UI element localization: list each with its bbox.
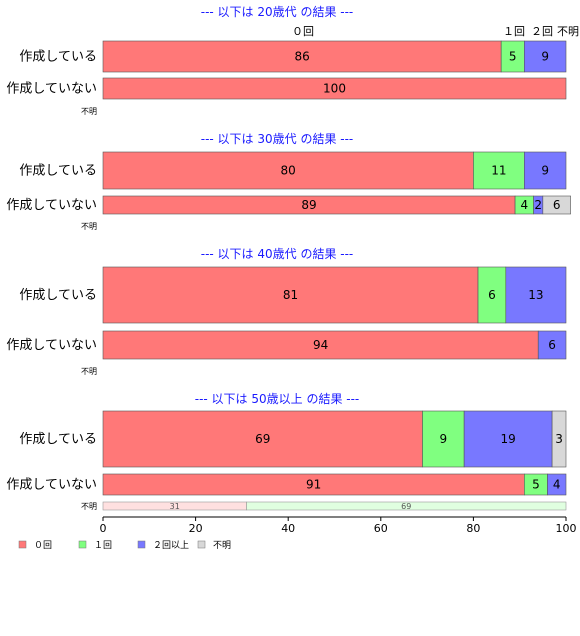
bar-value-0-1-0: 100 bbox=[323, 82, 346, 96]
legend-label-2: ２回以上 bbox=[153, 540, 189, 551]
unknown-value-3-0: 31 bbox=[170, 502, 180, 511]
legend-label-0: ０回 bbox=[34, 540, 52, 551]
bar-value-1-1-3: 6 bbox=[553, 198, 561, 212]
x-tick-label-2: 40 bbox=[281, 522, 295, 535]
panel-title-2: --- 以下は 40歳代 の結果 --- bbox=[201, 247, 354, 261]
bar-segment-3-0-1 bbox=[422, 410, 465, 468]
bar-segment-1-0-1 bbox=[473, 151, 525, 190]
category-header-0: ０回 bbox=[292, 25, 314, 38]
bar-value-2-0-1: 6 bbox=[488, 288, 496, 302]
unknown-label-3: 不明 bbox=[81, 502, 97, 511]
panel-title-1: --- 以下は 30歳代 の結果 --- bbox=[201, 132, 354, 146]
legend-swatch-2 bbox=[137, 540, 146, 549]
bar-value-2-1-0: 94 bbox=[313, 338, 328, 352]
unknown-segment-3-1 bbox=[246, 501, 567, 511]
row-label-0-0: 作成している bbox=[19, 50, 97, 65]
legend-swatch-1 bbox=[78, 540, 87, 549]
bar-value-1-0-1: 11 bbox=[491, 164, 506, 178]
bar-segment-3-0-2 bbox=[463, 410, 553, 468]
legend-swatch-0 bbox=[18, 540, 27, 549]
row-label-1-1: 作成していない bbox=[6, 198, 97, 213]
panel-title-0: --- 以下は 20歳代 の結果 --- bbox=[201, 5, 354, 19]
category-header-2: ２回 bbox=[531, 25, 553, 38]
bar-value-0-0-2: 9 bbox=[541, 50, 549, 64]
bar-value-1-0-2: 9 bbox=[541, 164, 549, 178]
bar-value-3-0-0: 69 bbox=[255, 432, 270, 446]
unknown-label-1: 不明 bbox=[81, 222, 97, 231]
x-tick-label-3: 60 bbox=[374, 522, 388, 535]
bar-segment-3-0-3 bbox=[551, 410, 567, 468]
bar-segment-2-0-0 bbox=[102, 266, 479, 324]
bar-value-3-1-0: 91 bbox=[306, 478, 321, 492]
x-tick-label-0: 0 bbox=[100, 522, 107, 535]
bar-segment-2-1-0 bbox=[102, 330, 539, 360]
row-label-1-0: 作成している bbox=[19, 164, 97, 179]
bar-value-1-1-1: 4 bbox=[521, 198, 529, 212]
row-label-3-0: 作成している bbox=[19, 432, 97, 447]
bar-value-2-0-0: 81 bbox=[283, 288, 298, 302]
bar-segment-2-0-2 bbox=[505, 266, 567, 324]
x-tick-label-1: 20 bbox=[189, 522, 203, 535]
bar-segment-1-0-2 bbox=[524, 151, 567, 190]
category-header-3: 不明 bbox=[557, 25, 579, 38]
bar-value-3-1-2: 4 bbox=[553, 478, 561, 492]
bar-segment-1-0-0 bbox=[102, 151, 474, 190]
bar-segment-3-1-2 bbox=[547, 473, 567, 496]
bar-value-3-0-1: 9 bbox=[439, 432, 447, 446]
bar-value-0-0-0: 86 bbox=[294, 50, 309, 64]
bar-segment-0-0-0 bbox=[102, 40, 502, 73]
row-label-2-1: 作成していない bbox=[6, 338, 97, 353]
panel-title-3: --- 以下は 50歳以上 の結果 --- bbox=[195, 392, 360, 406]
unknown-label-0: 不明 bbox=[81, 107, 97, 116]
x-tick-label-4: 80 bbox=[466, 522, 480, 535]
x-tick-label-5: 100 bbox=[556, 522, 577, 535]
bar-value-3-1-1: 5 bbox=[532, 478, 540, 492]
bar-segment-2-0-1 bbox=[477, 266, 507, 324]
bar-value-1-0-0: 80 bbox=[281, 164, 296, 178]
unknown-label-2: 不明 bbox=[81, 367, 97, 376]
bar-value-1-1-2: 2 bbox=[534, 198, 542, 212]
bar-segment-1-1-3 bbox=[542, 195, 571, 215]
bar-value-3-0-2: 19 bbox=[500, 432, 515, 446]
bar-segment-3-0-0 bbox=[102, 410, 423, 468]
bar-value-2-1-2: 6 bbox=[548, 338, 556, 352]
bar-value-1-1-0: 89 bbox=[301, 198, 316, 212]
bar-segment-2-1-2 bbox=[537, 330, 567, 360]
bar-value-3-0-3: 3 bbox=[555, 432, 563, 446]
legend-swatch-3 bbox=[197, 540, 206, 549]
legend-label-3: 不明 bbox=[213, 540, 231, 551]
bar-value-2-0-2: 13 bbox=[528, 288, 543, 302]
bar-segment-0-1-0 bbox=[102, 77, 567, 100]
row-label-2-0: 作成している bbox=[19, 288, 97, 303]
unknown-value-3-1: 69 bbox=[401, 502, 411, 511]
row-label-3-1: 作成していない bbox=[6, 478, 97, 493]
legend-label-1: １回 bbox=[94, 540, 112, 551]
category-header-1: １回 bbox=[503, 25, 525, 38]
bar-value-0-0-1: 5 bbox=[509, 50, 517, 64]
row-label-0-1: 作成していない bbox=[6, 82, 97, 97]
bar-segment-0-0-2 bbox=[524, 40, 567, 73]
